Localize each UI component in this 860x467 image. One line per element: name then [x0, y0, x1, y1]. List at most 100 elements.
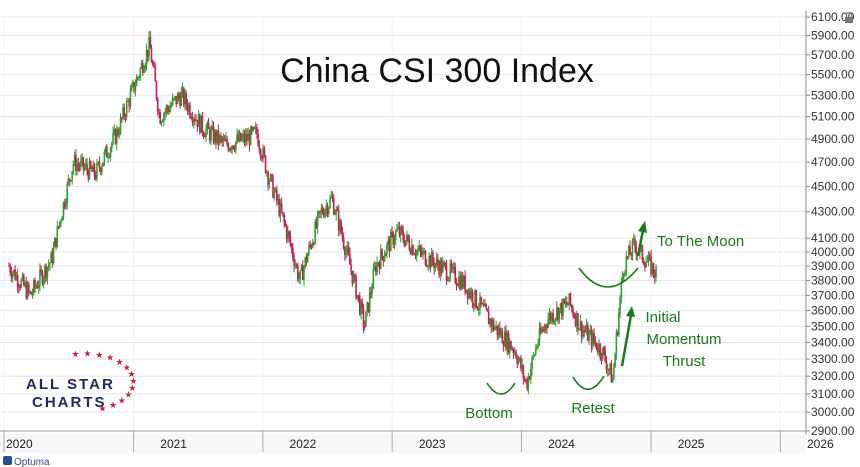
candle-body — [138, 76, 140, 78]
candle-body — [290, 244, 293, 248]
candle-body — [580, 321, 583, 337]
candle-body — [592, 333, 594, 347]
candle-body — [358, 296, 361, 315]
candle-body — [75, 154, 77, 171]
candle-body — [536, 346, 538, 348]
candle-body — [532, 355, 535, 358]
candle-body — [551, 313, 553, 321]
candle-body — [169, 106, 171, 113]
candle-body — [189, 104, 191, 117]
y-tick-label: 4300.00 — [811, 205, 855, 219]
candle-body — [460, 275, 463, 290]
candle-body — [14, 269, 16, 280]
candle-body — [68, 178, 71, 181]
candle-body — [277, 199, 279, 201]
candle-body — [464, 276, 466, 293]
y-tick-label: 4700.00 — [811, 155, 855, 169]
candle-body — [70, 180, 72, 182]
candle-body — [55, 238, 57, 247]
candle-body — [418, 246, 421, 251]
candle-body — [140, 63, 143, 69]
candle-body — [242, 134, 245, 138]
candle-body — [577, 313, 579, 330]
candle-body — [489, 319, 491, 325]
candle-body — [195, 119, 197, 121]
candle-body — [142, 63, 144, 73]
candle-body — [368, 292, 371, 312]
candle-body — [146, 49, 149, 57]
candle-body — [225, 138, 227, 142]
x-tick-label: 2020 — [6, 437, 33, 451]
candle-body — [283, 214, 285, 222]
candle-body — [520, 357, 522, 369]
candle-body — [186, 104, 189, 112]
candle-body — [435, 258, 438, 264]
y-tick-label: 2900.00 — [811, 424, 855, 438]
candle-body — [24, 282, 26, 286]
candle-body — [26, 284, 29, 299]
logo-star-icon: ★ — [71, 350, 79, 360]
candle-body — [468, 290, 470, 299]
candle-body — [538, 327, 541, 343]
candle-body — [650, 255, 652, 275]
candle-body — [437, 258, 439, 266]
candle-body — [406, 234, 408, 241]
candle-body — [187, 104, 190, 112]
candle-body — [444, 263, 447, 266]
candle-body — [613, 367, 615, 379]
candle-body — [123, 107, 126, 117]
candle-body — [323, 213, 325, 217]
candle-body — [354, 274, 356, 276]
candle-body — [552, 313, 554, 323]
candle-body — [177, 94, 180, 98]
candle-body — [355, 275, 357, 299]
candle-body — [449, 263, 452, 278]
candle-body — [655, 266, 657, 278]
candle-body — [273, 191, 276, 198]
candle-body — [332, 198, 335, 215]
candle-body — [542, 329, 545, 331]
candle-body — [249, 127, 252, 146]
candle-body — [544, 325, 547, 328]
candle-body — [516, 357, 519, 364]
candle-body — [363, 326, 366, 328]
candle-body — [258, 145, 261, 150]
y-tick-label: 3000.00 — [811, 405, 855, 419]
logo-star-icon: ★ — [95, 351, 103, 361]
candle-body — [252, 127, 254, 131]
candle-body — [352, 274, 355, 284]
candle-body — [34, 280, 36, 288]
candle-body — [635, 246, 638, 255]
candle-body — [143, 69, 145, 73]
candle-body — [299, 270, 302, 279]
candle-body — [414, 254, 417, 256]
candle-body — [66, 183, 69, 204]
candle-body — [300, 265, 303, 271]
candle-body — [572, 308, 574, 316]
candle-body — [415, 250, 418, 256]
logo-star-icon: ★ — [115, 358, 123, 368]
candle-body — [46, 267, 49, 278]
candle-body — [481, 303, 484, 305]
candle-body — [574, 317, 577, 326]
candle-body — [280, 203, 283, 213]
x-tick-label: 2022 — [290, 437, 317, 451]
candle-body — [181, 88, 184, 92]
candle-body — [65, 203, 67, 207]
candle-body — [376, 262, 378, 273]
candle-body — [264, 155, 267, 173]
candle-body — [173, 97, 175, 99]
candle-body — [71, 171, 73, 181]
candle-body — [495, 325, 497, 328]
candle-body — [254, 127, 257, 129]
candle-body — [603, 347, 605, 352]
y-tick-label: 3300.00 — [811, 352, 855, 366]
candle-body — [335, 209, 338, 215]
candle-body — [340, 220, 342, 233]
candle-body — [208, 128, 211, 141]
candle-body — [342, 237, 345, 248]
candle-body — [531, 357, 533, 369]
candle-body — [268, 181, 271, 185]
candle-body — [36, 285, 39, 289]
candle-body — [653, 273, 656, 278]
